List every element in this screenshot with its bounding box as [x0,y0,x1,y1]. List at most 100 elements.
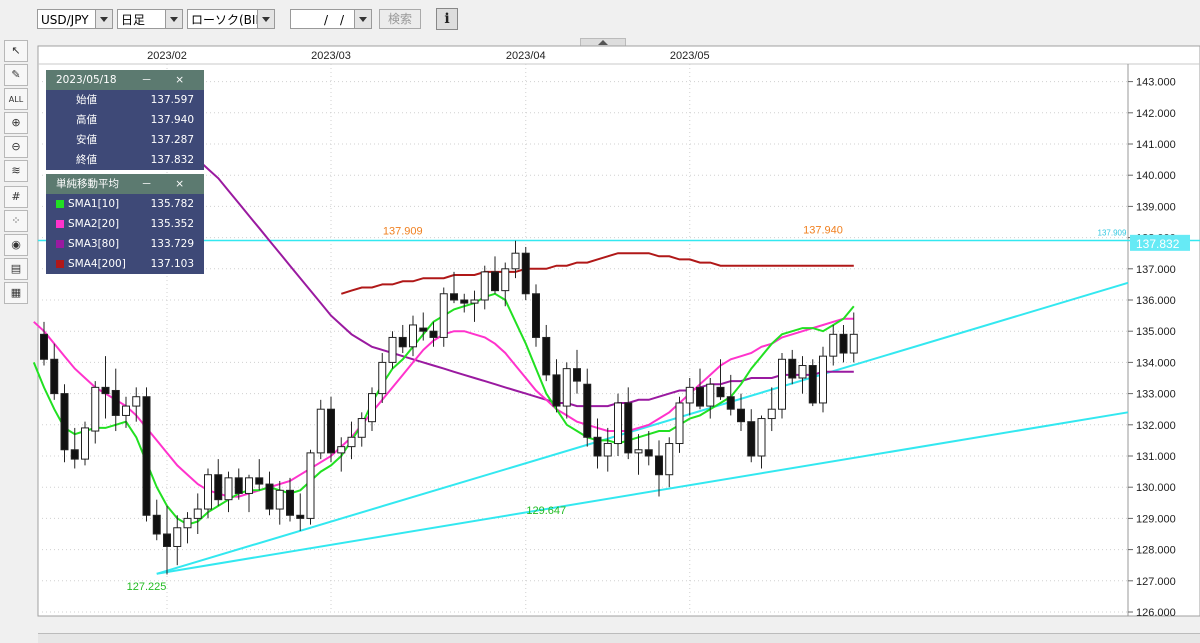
candle-body [849,333,858,354]
candle-body [91,386,100,432]
candle-body [778,358,786,410]
panel-controls[interactable]: － × [141,74,194,86]
eraser-all-icon[interactable]: ALL [4,88,28,110]
date-input[interactable]: / / [290,9,372,29]
candle-body [573,368,581,382]
candle-body [327,408,335,454]
candle-body [398,336,407,348]
pen-icon[interactable]: ✎ [4,64,28,86]
trendline-steep [156,281,1129,575]
print-icon[interactable]: ▤ [4,258,28,280]
chevron-down-icon[interactable] [165,10,182,28]
candle-body [757,418,766,457]
zoom-out-icon[interactable]: ⊖ [4,136,28,158]
ohlc-panel-header: 2023/05/18 － × [46,70,204,90]
candle-body [665,443,674,476]
zoom-in-icon[interactable]: ⊕ [4,112,28,134]
candle-body [429,330,438,338]
panel-controls[interactable]: － × [141,178,194,190]
candle-body [409,324,417,348]
candle-body [808,365,817,404]
period-value: 日足 [121,13,146,27]
current-price-badge [1130,234,1190,251]
sma-label: SMA1[10] [68,198,120,210]
candle-body [634,449,643,454]
candle-body [306,452,315,519]
candle-body [614,402,622,445]
indicator-icon[interactable]: ≋ [4,160,28,182]
numeric-icon[interactable]: # [4,186,28,208]
ohlc-label: 高値 [76,114,97,126]
dots-icon[interactable]: ⁘ [4,210,28,232]
candle-body [245,477,253,494]
sma-value: 137.103 [150,258,194,270]
candle-body [829,333,838,357]
candle-body [60,393,69,451]
candle-body [439,293,448,338]
candle-body [286,489,294,516]
candle-body [521,252,530,295]
candle-body [788,358,797,379]
candle-body [265,483,274,510]
ohlc-row: 始値 137.597 [46,90,204,110]
search-button[interactable]: 検索 [379,9,421,29]
info-button[interactable]: i [436,8,458,30]
ohlc-row: 終値 137.832 [46,150,204,170]
candle-body [532,293,540,338]
chevron-down-icon[interactable] [95,10,112,28]
sma-swatch [56,220,64,228]
y-tick-label: 139.000 [1136,201,1176,213]
candle-body [142,396,151,516]
ohlc-value: 137.940 [150,114,194,126]
price-annotation: 127.225 [127,581,167,593]
candle-body [716,386,725,398]
y-tick-label: 134.000 [1136,357,1176,369]
price-annotation: 137.940 [803,224,843,236]
y-tick-label: 127.000 [1136,576,1176,588]
candle-body [224,477,233,501]
sma-panel-header: 単純移動平均 － × [46,174,204,194]
sma-swatch [56,200,64,208]
candle-body [470,299,479,304]
sma-row: SMA2[20] 135.352 [46,214,204,234]
pointer-icon[interactable]: ↖ [4,40,28,62]
candle-body [255,477,264,485]
x-tick-label: 2023/03 [311,50,351,62]
candle-body [450,293,458,301]
ohlc-row: 高値 137.940 [46,110,204,130]
chevron-down-icon[interactable] [354,10,371,28]
y-tick-label: 136.000 [1136,295,1176,307]
candle-body [737,408,745,423]
y-tick-label: 133.000 [1136,389,1176,401]
candle-body [122,405,130,416]
horizontal-scrollbar[interactable] [38,633,1200,643]
candle-body [819,355,827,404]
candle-body [183,517,192,529]
ohlc-panel: 2023/05/18 － × 始値 137.597 高値 137.940 安値 137.… [46,70,204,170]
sma-title: 単純移動平均 [56,178,119,190]
grid-icon[interactable]: ▦ [4,282,28,304]
resistance-label: 137.909 [1098,228,1127,237]
candle-body [70,449,79,460]
currency-pair-select[interactable]: USD/JPY [37,9,113,29]
candle-body [501,268,510,292]
sma-swatch [56,260,64,268]
candle-body [706,383,715,407]
candle-body [603,443,612,457]
sma-row: SMA3[80] 133.729 [46,234,204,254]
candle-body [562,368,571,407]
candle-body [685,386,694,404]
trendline-shallow [156,411,1129,575]
ohlc-label: 終値 [76,154,97,166]
period-select[interactable]: 日足 [117,9,183,29]
chevron-down-icon[interactable] [257,10,274,28]
sma-row: SMA1[10] 135.782 [46,194,204,214]
candles-group [40,240,858,575]
eye-icon[interactable]: ◉ [4,234,28,256]
sma-value: 133.729 [150,238,194,250]
sma3-line [135,115,854,408]
candle-body [234,477,243,494]
chart-type-select[interactable]: ローソク(BID) [187,9,275,29]
candle-body [214,474,223,501]
